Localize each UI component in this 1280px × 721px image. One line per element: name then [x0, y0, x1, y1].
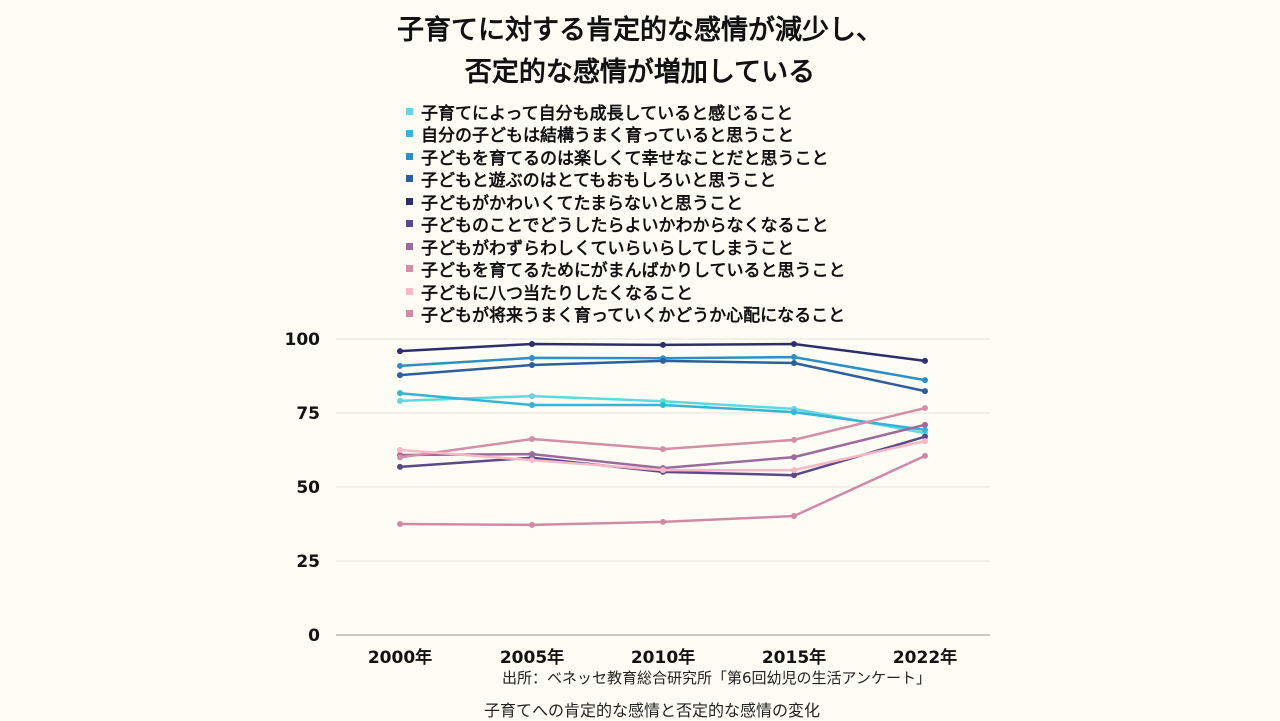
legend-item: 子どもと遊ぶのはとてもおもしろいと思うこと	[406, 168, 846, 191]
legend-swatch-icon	[406, 130, 413, 138]
legend-swatch-icon	[406, 175, 413, 183]
data-point	[397, 463, 403, 470]
legend-swatch-icon	[406, 152, 413, 160]
series-8	[397, 404, 928, 461]
data-point	[397, 372, 403, 379]
data-point	[529, 402, 535, 409]
data-point	[922, 433, 928, 440]
data-point	[529, 451, 535, 458]
x-tick-label: 2000年	[368, 647, 432, 668]
data-point	[922, 421, 928, 428]
y-tick-label: 25	[296, 552, 320, 572]
data-point	[922, 357, 928, 364]
legend-swatch-icon	[406, 197, 413, 205]
legend-label: 子どものことでどうしたらよいかわからなくなること	[421, 216, 829, 237]
x-tick-label: 2015年	[762, 647, 826, 668]
data-point	[791, 467, 797, 474]
chart-title-line-1: 子育てに対する肯定的な感情が減少し、	[397, 15, 883, 46]
data-point	[397, 397, 403, 404]
legend-item: 子どものことでどうしたらよいかわからなくなること	[406, 213, 846, 236]
y-tick-label: 0	[308, 626, 320, 646]
legend-item: 自分の子どもは結構うまく育っていると思うこと	[406, 123, 846, 146]
data-point	[791, 472, 797, 479]
series-10	[397, 452, 928, 528]
data-point	[660, 467, 666, 474]
data-point	[922, 426, 928, 433]
legend-item: 子どもに八つ当たりしたくなること	[406, 280, 846, 304]
data-point	[397, 362, 403, 369]
chart-caption: 子育てへの肯定的な感情と否定的な感情の変化	[484, 701, 821, 720]
chart-title: 子育てに対する肯定的な感情が減少し、 否定的な感情が増加している	[0, 10, 1280, 94]
legend-swatch-icon	[406, 265, 413, 273]
x-tick-label: 2005年	[500, 647, 564, 668]
data-point	[397, 390, 403, 397]
legend-swatch-icon	[406, 242, 413, 250]
data-point	[791, 513, 797, 520]
data-point	[922, 404, 928, 411]
chart-legend: 子育てによって自分も成長していると感じること 自分の子どもは結構うまく育っていると…	[406, 100, 846, 326]
legend-label: 子どもを育てるためにがまんばかりしていると思うこと	[421, 261, 846, 282]
source-note: 出所：ベネッセ教育総合研究所「第6回幼児の生活アンケート」	[502, 669, 931, 687]
data-point	[922, 377, 928, 384]
x-tick-label: 2022年	[893, 647, 957, 668]
data-point	[791, 436, 797, 443]
data-point	[660, 446, 666, 453]
y-tick-label: 100	[285, 330, 321, 350]
legend-label: 自分の子どもは結構うまく育っていると思うこと	[421, 126, 795, 147]
data-point	[397, 447, 403, 453]
data-point	[791, 354, 797, 361]
data-point	[529, 362, 535, 369]
legend-swatch-icon	[406, 107, 413, 115]
data-point	[660, 518, 666, 525]
data-point	[529, 436, 535, 443]
data-point	[660, 341, 666, 348]
data-point	[660, 402, 666, 409]
data-point	[922, 438, 928, 445]
legend-item: 子どもが将来うまく育っていくかどうか心配になること	[406, 303, 846, 326]
data-point	[922, 388, 928, 395]
legend-item: 子どもを育てるのは楽しくて幸せなことだと思うこと	[406, 145, 846, 169]
legend-label: 子どもがわずらわしくていらいらしてしまうこと	[421, 238, 794, 259]
legend-label: 子どもがかわいくてたまらないと思うこと	[421, 193, 743, 214]
data-point	[397, 454, 403, 461]
data-point	[791, 359, 797, 366]
legend-swatch-icon	[406, 287, 413, 295]
y-tick-label: 75	[296, 404, 320, 424]
chart-title-line-2: 否定的な感情が増加している	[464, 57, 816, 88]
series-4	[397, 357, 928, 395]
data-point	[791, 341, 797, 348]
series-2	[397, 390, 928, 433]
data-point	[660, 357, 666, 364]
data-point	[529, 521, 535, 528]
data-point	[791, 409, 797, 416]
legend-swatch-icon	[406, 310, 413, 318]
legend-label: 子どもと遊ぶのはとてもおもしろいと思うこと	[421, 171, 777, 192]
legend-item: 子どもがかわいくてたまらないと思うこと	[406, 190, 846, 214]
legend-item: 子どもがわずらわしくていらいらしてしまうこと	[406, 235, 846, 259]
legend-swatch-icon	[406, 220, 413, 228]
y-tick-label: 50	[296, 478, 320, 498]
legend-label: 子どもを育てるのは楽しくて幸せなことだと思うこと	[421, 148, 829, 169]
data-point	[397, 521, 403, 527]
data-point	[791, 454, 797, 461]
data-point	[529, 341, 535, 348]
data-point	[922, 452, 928, 459]
legend-label: 子どもに八つ当たりしたくなること	[421, 283, 693, 304]
data-point	[397, 348, 403, 355]
data-point	[529, 354, 535, 361]
legend-item: 子育てによって自分も成長していると感じること	[406, 100, 846, 124]
legend-label: 子育てによって自分も成長していると感じること	[421, 103, 794, 124]
data-point	[529, 393, 535, 400]
data-point	[529, 457, 535, 464]
series-5	[397, 341, 928, 364]
series-9	[397, 438, 928, 474]
legend-label: 子どもが将来うまく育っていくかどうか心配になること	[421, 306, 846, 327]
legend-item: 子どもを育てるためにがまんばかりしていると思うこと	[406, 258, 846, 281]
x-tick-label: 2010年	[631, 647, 695, 668]
